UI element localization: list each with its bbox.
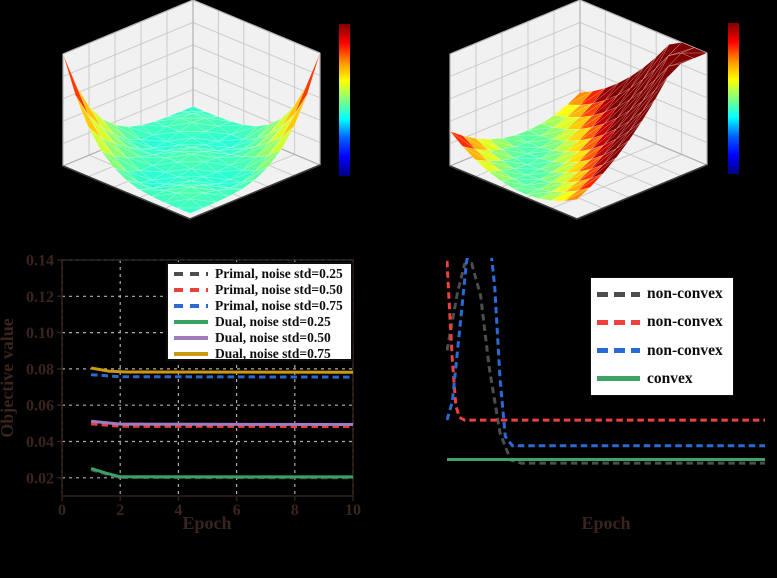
line-chart-convex-vs-nonconvex: Epoch bbox=[446, 258, 765, 533]
legend-line-sample-solid-green bbox=[174, 320, 208, 324]
y-tick-label: 0.04 bbox=[26, 434, 54, 451]
series-line-1-primal-noise-std-0-50 bbox=[90, 422, 354, 428]
legend-item: convex bbox=[597, 370, 729, 388]
legend-label: non-convex bbox=[647, 313, 723, 331]
series-line-4-dual-noise-std-0-50 bbox=[90, 419, 354, 426]
legend-label: Dual, noise std=0.25 bbox=[215, 314, 331, 329]
surface-plot-convex bbox=[449, 0, 708, 220]
x-tick-label: 6 bbox=[233, 502, 241, 519]
x-axis-label: Epoch bbox=[581, 513, 630, 533]
legend-bottom-left: Primal, noise std=0.25 Primal, noise std… bbox=[166, 262, 353, 361]
surface-mesh bbox=[62, 52, 321, 214]
legend-label: non-convex bbox=[647, 341, 723, 359]
line-chart-primal-dual: Epoch Objective value 0.02 0.04 0.06 0.08 0.… bbox=[0, 253, 361, 534]
y-tick-label: 0.08 bbox=[26, 361, 54, 378]
y-tick-label: 0.14 bbox=[26, 253, 54, 270]
legend-line-sample-dashed-gray bbox=[174, 272, 208, 276]
series-line-2-primal-noise-std-0-75 bbox=[90, 373, 354, 379]
x-tick-label: 8 bbox=[291, 502, 299, 519]
legend-item: non-convex bbox=[597, 285, 729, 303]
colorbar-nonconvex bbox=[339, 24, 350, 176]
x-tick-label: 4 bbox=[174, 502, 182, 519]
legend-label: Dual, noise std=0.75 bbox=[215, 346, 331, 361]
legend-label: Dual, noise std=0.50 bbox=[215, 330, 331, 345]
series-line-1-non-convex bbox=[446, 260, 765, 422]
y-tick-label: 0.12 bbox=[26, 289, 54, 306]
legend-bottom-right: non-convex non-convex non-convex convex bbox=[590, 277, 734, 396]
legend-item: Primal, noise std=0.25 bbox=[174, 266, 347, 282]
x-tick-label: 10 bbox=[345, 502, 361, 519]
axes-spine bbox=[61, 259, 354, 497]
legend-line-sample-solid-green bbox=[597, 376, 640, 382]
y-tick-label: 0.02 bbox=[26, 470, 54, 487]
legend-item: non-convex bbox=[597, 342, 729, 360]
legend-line-sample-solid-purple bbox=[174, 336, 208, 340]
legend-line-sample-dashed-gray bbox=[597, 291, 640, 297]
surface-mesh bbox=[449, 42, 708, 202]
legend-line-sample-dashed-blue bbox=[597, 348, 640, 354]
colorbar-convex bbox=[728, 23, 739, 174]
legend-line-sample-solid-gold bbox=[174, 352, 208, 356]
legend-item: non-convex bbox=[597, 313, 729, 331]
x-tick-label: 2 bbox=[116, 502, 124, 519]
legend-line-sample-dashed-red bbox=[174, 288, 208, 292]
legend-label: Primal, noise std=0.50 bbox=[215, 282, 343, 297]
legend-item: Primal, noise std=0.50 bbox=[174, 282, 347, 298]
x-axis-label: Epoch bbox=[182, 513, 231, 533]
y-tick-label: 0.10 bbox=[26, 325, 54, 342]
series-line-2-non-convex bbox=[446, 258, 765, 448]
legend-label: convex bbox=[647, 369, 693, 387]
y-axis-label: Objective value bbox=[0, 318, 17, 437]
x-tick-label: 0 bbox=[58, 502, 66, 519]
legend-item: Dual, noise std=0.25 bbox=[174, 314, 347, 330]
legend-line-sample-dashed-blue bbox=[174, 304, 208, 308]
legend-item: Dual, noise std=0.50 bbox=[174, 330, 347, 346]
y-tick-label: 0.06 bbox=[26, 398, 54, 415]
series-line-5-dual-noise-std-0-75 bbox=[90, 366, 354, 374]
surface-plot-nonconvex bbox=[62, 0, 321, 220]
legend-label: Primal, noise std=0.75 bbox=[215, 298, 343, 313]
legend-item: Primal, noise std=0.75 bbox=[174, 298, 347, 314]
legend-item: Dual, noise std=0.75 bbox=[174, 346, 347, 362]
legend-label: non-convex bbox=[647, 285, 723, 303]
series-line-0-non-convex bbox=[446, 262, 765, 465]
series-line-3-dual-noise-std-0-25 bbox=[90, 466, 354, 479]
legend-label: Primal, noise std=0.25 bbox=[215, 266, 343, 281]
legend-line-sample-dashed-red bbox=[597, 319, 640, 325]
